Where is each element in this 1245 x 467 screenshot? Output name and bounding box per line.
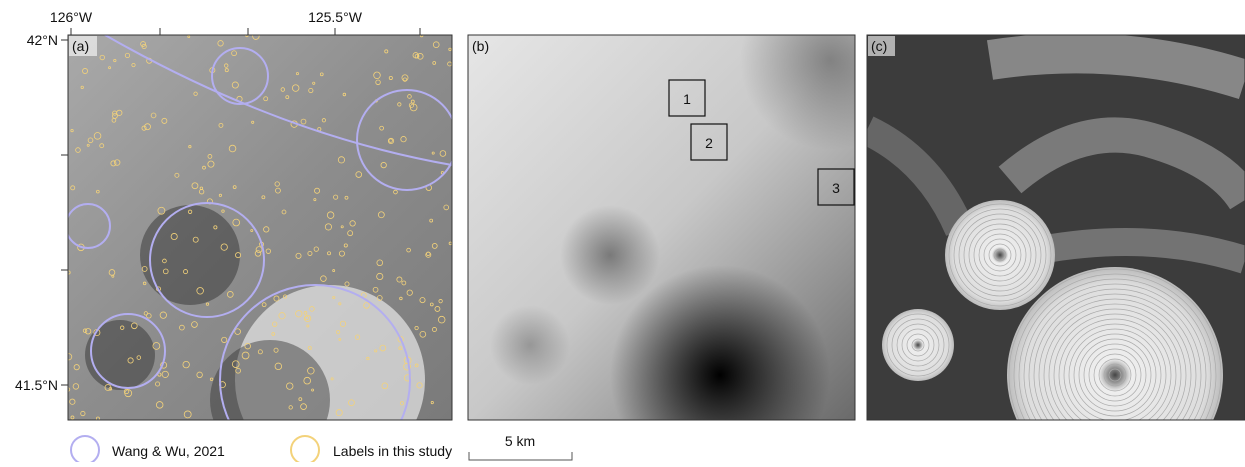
legend-swatch [291,436,319,462]
crater [882,309,954,381]
panel-label: (c) [871,38,887,54]
shadow [210,340,330,460]
panel-b [468,0,920,462]
scale-label: 5 km [505,433,535,449]
figure: 126°W 125.5°W 42°N 41.5°N (a) (b) [0,0,1245,462]
shade [490,305,570,385]
shadow [140,205,240,305]
panel-c [867,35,1245,462]
box-label: 2 [705,135,713,151]
panel-a [65,33,457,462]
x-tick-label: 126°W [50,9,93,25]
legend-label: Wang & Wu, 2021 [112,443,225,459]
box-label: 3 [832,180,840,196]
legend-label: Labels in this study [333,443,452,459]
y-tick-label: 41.5°N [15,377,58,393]
crater [945,200,1055,310]
y-tick-label: 42°N [27,32,58,48]
x-tick-label: 125.5°W [308,9,363,25]
scale-bar [469,452,572,460]
shade [560,205,660,305]
shadow [85,320,155,390]
legend-swatch [71,436,99,462]
panel-label: (b) [472,38,489,54]
panel-label: (a) [72,38,89,54]
box-label: 1 [683,91,691,107]
